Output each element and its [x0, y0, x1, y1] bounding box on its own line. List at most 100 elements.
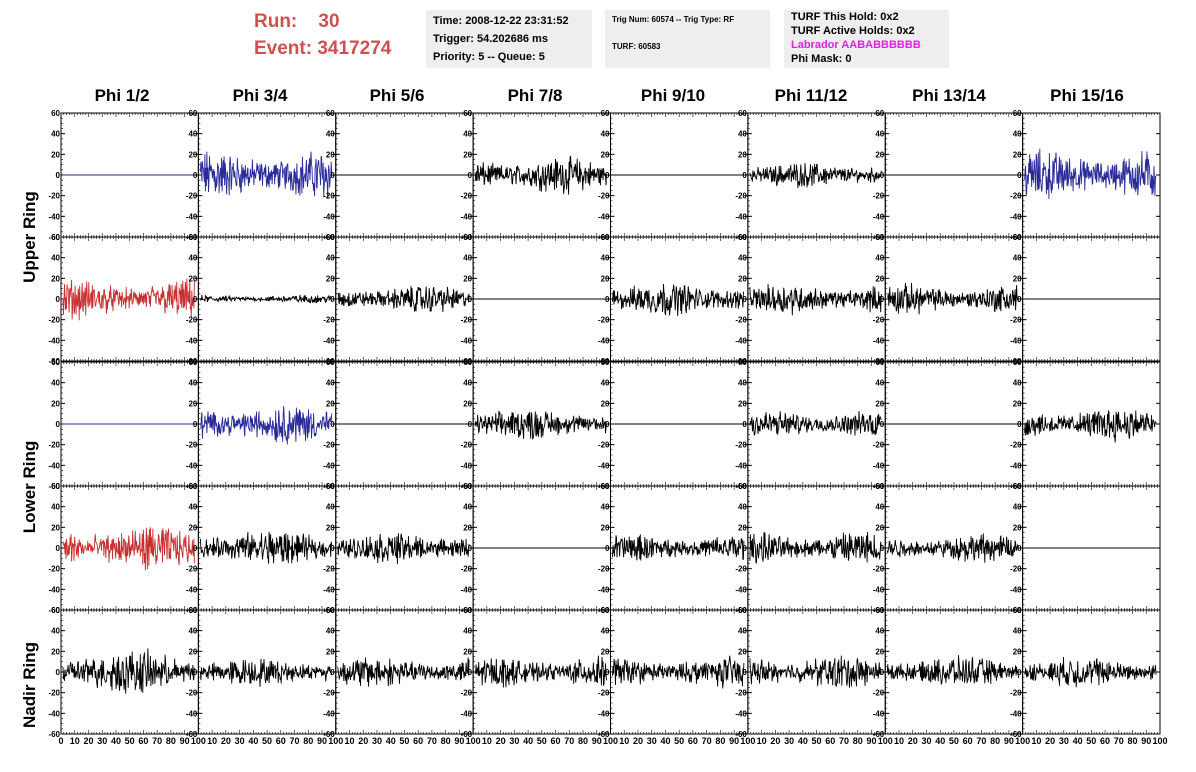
- y-tick-label: 0: [468, 544, 473, 553]
- y-tick-label: -60: [48, 233, 60, 242]
- y-tick-label: -40: [598, 461, 610, 470]
- y-tick-label: 20: [875, 150, 884, 159]
- y-tick-label: 20: [601, 274, 610, 283]
- y-tick-label: 40: [601, 254, 610, 263]
- column-title-phi-1-2: Phi 1/2: [94, 86, 150, 105]
- y-tick-label: -20: [873, 441, 885, 450]
- waveform-trace: [200, 405, 333, 445]
- y-tick-label: -40: [186, 585, 198, 594]
- waveform-trace: [887, 282, 1020, 315]
- y-tick-label: 60: [326, 482, 335, 491]
- y-tick-label: 20: [738, 523, 747, 532]
- y-tick-label: 60: [738, 109, 747, 118]
- time-info-box: Time: 2008-12-22 23:31:52 Trigger: 54.20…: [426, 10, 592, 68]
- y-tick-label: -40: [48, 336, 60, 345]
- y-tick-label: 20: [326, 399, 335, 408]
- y-tick-label: 0: [1017, 171, 1022, 180]
- x-tick-label: 90: [180, 736, 190, 746]
- y-tick-label: 20: [738, 150, 747, 159]
- waveform-trace: [474, 155, 607, 195]
- y-tick-label: -20: [323, 441, 335, 450]
- y-tick-label: -40: [735, 461, 747, 470]
- y-tick-label: -20: [461, 316, 473, 325]
- y-tick-label: -20: [735, 192, 747, 201]
- y-tick-label: 60: [188, 358, 197, 367]
- y-tick-label: 20: [738, 274, 747, 283]
- y-tick-label: 20: [601, 523, 610, 532]
- y-tick-label: 20: [1013, 274, 1022, 283]
- y-tick-label: 0: [56, 171, 61, 180]
- y-tick-label: 60: [738, 482, 747, 491]
- y-tick-label: -20: [323, 316, 335, 325]
- y-tick-label: 60: [738, 233, 747, 242]
- y-tick-label: 60: [601, 482, 610, 491]
- y-tick-label: 0: [56, 295, 61, 304]
- y-tick-label: 40: [1013, 130, 1022, 139]
- y-tick-label: 40: [463, 254, 472, 263]
- y-tick-label: 40: [463, 379, 472, 388]
- x-tick-label: 20: [83, 736, 93, 746]
- y-tick-label: -20: [873, 192, 885, 201]
- y-tick-label: -20: [48, 689, 60, 698]
- y-tick-label: 60: [326, 358, 335, 367]
- y-tick-label: 60: [463, 233, 472, 242]
- y-tick-label: 20: [463, 523, 472, 532]
- y-tick-label: -20: [186, 192, 198, 201]
- y-tick-label: 20: [51, 150, 60, 159]
- y-tick-label: -40: [461, 212, 473, 221]
- y-tick-label: 40: [51, 254, 60, 263]
- y-tick-label: 20: [188, 150, 197, 159]
- y-tick-label: 0: [330, 295, 335, 304]
- y-tick-label: -20: [1010, 565, 1022, 574]
- y-tick-label: -20: [48, 441, 60, 450]
- run-event-block: Run: 30 Event: 3417274: [254, 8, 391, 62]
- y-tick-label: -40: [873, 212, 885, 221]
- y-tick-label: 20: [601, 399, 610, 408]
- y-tick-label: -20: [48, 565, 60, 574]
- y-tick-label: 40: [738, 130, 747, 139]
- y-tick-label: 40: [601, 503, 610, 512]
- waveform-trace: [612, 283, 745, 317]
- y-tick-label: 20: [875, 274, 884, 283]
- time-text: Time: 2008-12-22 23:31:52: [433, 15, 569, 27]
- y-tick-label: 40: [1013, 379, 1022, 388]
- y-tick-label: 60: [1013, 233, 1022, 242]
- y-tick-label: 20: [51, 647, 60, 656]
- y-tick-label: 60: [601, 233, 610, 242]
- event-label: Event:: [254, 38, 313, 59]
- y-tick-label: -40: [186, 461, 198, 470]
- y-tick-label: -60: [48, 730, 60, 739]
- y-tick-label: -40: [873, 336, 885, 345]
- waveform-trace: [199, 294, 333, 304]
- y-tick-label: -40: [48, 212, 60, 221]
- x-tick-label: 50: [125, 736, 135, 746]
- y-tick-label: 20: [463, 150, 472, 159]
- x-tick-label: 80: [166, 736, 176, 746]
- waveform-trace: [749, 531, 882, 564]
- column-title-phi-9-10: Phi 9/10: [640, 86, 706, 105]
- event-value: 3417274: [317, 38, 392, 59]
- y-tick-label: 0: [193, 420, 198, 429]
- x-tick-label: 30: [97, 736, 107, 746]
- y-tick-label: 60: [188, 482, 197, 491]
- y-tick-label: -20: [48, 316, 60, 325]
- labrador-text: Labrador AABABBBBBB: [791, 39, 921, 51]
- y-tick-label: -20: [735, 441, 747, 450]
- y-tick-label: -40: [735, 212, 747, 221]
- y-tick-label: -40: [461, 461, 473, 470]
- y-tick-label: 0: [330, 544, 335, 553]
- y-tick-label: 20: [326, 274, 335, 283]
- y-tick-label: 60: [601, 358, 610, 367]
- y-tick-label: 0: [1017, 544, 1022, 553]
- y-tick-label: 40: [188, 130, 197, 139]
- y-tick-label: 60: [51, 358, 60, 367]
- y-tick-label: 0: [742, 295, 747, 304]
- y-tick-label: 20: [463, 399, 472, 408]
- y-tick-label: -40: [735, 336, 747, 345]
- priority-text: Priority: 5 -- Queue: 5: [433, 51, 545, 63]
- y-tick-label: -20: [1010, 192, 1022, 201]
- y-tick-label: 40: [738, 503, 747, 512]
- y-tick-label: 20: [51, 523, 60, 532]
- y-tick-label: -60: [48, 482, 60, 491]
- x-tick-label: 70: [152, 736, 162, 746]
